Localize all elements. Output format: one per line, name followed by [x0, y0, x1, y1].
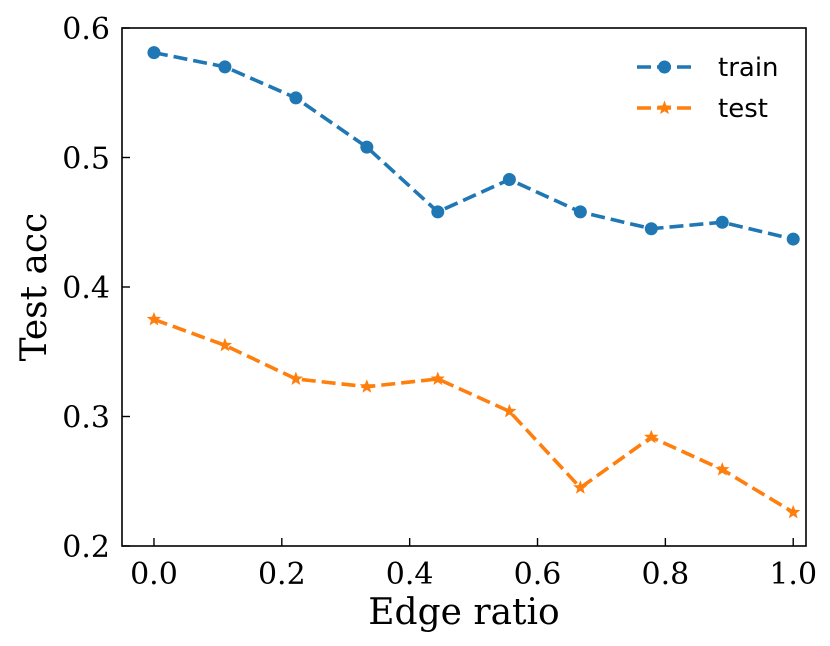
y-tick-label: 0.3 [62, 401, 110, 436]
legend-label: test [718, 94, 768, 124]
axis-ticks: 0.0 0.2 0.4 0.6 0.8 1.0 0.2 0.3 0.4 0.5 0.6 [62, 12, 817, 592]
legend-marker [657, 100, 672, 115]
legend-item-train: train [637, 53, 779, 83]
x-tick-label: 0.2 [258, 557, 306, 592]
data-point-train [289, 91, 303, 105]
data-point-train [502, 173, 516, 187]
y-tick-label: 0.6 [62, 12, 110, 47]
y-axis-label: Test acc [14, 213, 55, 362]
data-point-test [644, 429, 659, 444]
y-tick-label: 0.2 [62, 530, 110, 565]
data-point-test [430, 371, 445, 386]
data-point-train [218, 60, 232, 74]
series-test [146, 311, 801, 519]
data-point-test [359, 379, 374, 393]
x-tick-label: 0.8 [642, 557, 690, 592]
series-line-test [153, 317, 795, 514]
data-point-train [360, 140, 374, 154]
data-point-train [786, 232, 800, 246]
data-point-test [715, 462, 730, 476]
y-tick-label: 0.4 [62, 271, 110, 306]
data-point-train [644, 222, 658, 236]
legend-item-test: test [637, 94, 768, 124]
data-point-test [217, 337, 233, 352]
series-train [147, 46, 800, 246]
data-point-test [502, 403, 517, 418]
data-point-test [573, 480, 588, 494]
x-tick-label: 0.6 [514, 557, 562, 592]
data-point-train [573, 205, 587, 219]
data-point-test [146, 311, 162, 326]
legend-marker [658, 60, 671, 74]
data-point-test [786, 504, 801, 519]
legend-label: train [718, 53, 779, 83]
data-point-test [288, 371, 304, 386]
plot-frame [121, 27, 807, 547]
x-tick-label: 0.0 [130, 557, 178, 592]
data-point-train [715, 215, 729, 229]
x-axis-label: Edge ratio [368, 592, 559, 633]
x-tick-label: 1.0 [769, 557, 817, 592]
legend: train test [637, 53, 779, 124]
data-point-train [431, 205, 445, 219]
y-tick-label: 0.5 [62, 142, 110, 177]
series-line-train [153, 50, 794, 241]
data-point-train [147, 46, 161, 60]
x-tick-label: 0.4 [386, 557, 434, 592]
series-layer [146, 46, 801, 519]
